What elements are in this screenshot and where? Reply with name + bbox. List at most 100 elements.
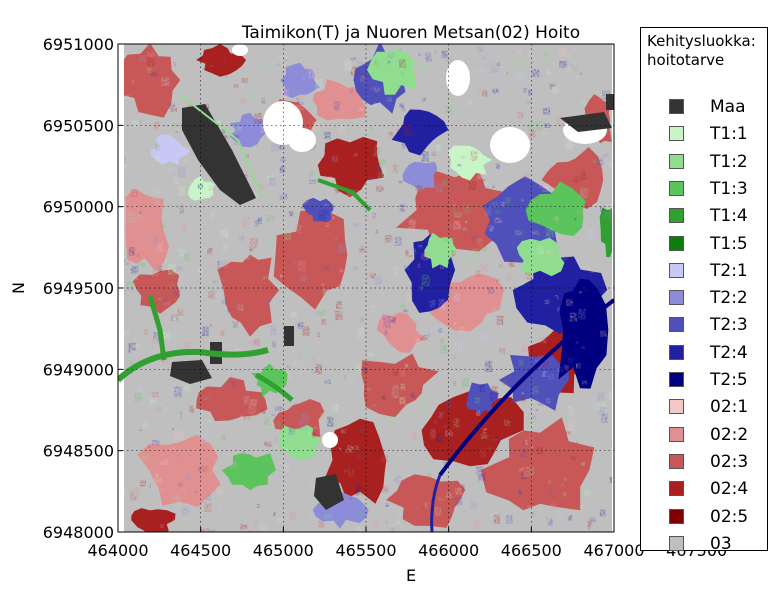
raster-patch	[498, 355, 569, 411]
raster-cell	[338, 124, 347, 134]
raster-cell	[427, 473, 432, 478]
raster-cell	[209, 211, 217, 219]
raster-cell	[279, 194, 288, 200]
raster-cell	[315, 311, 319, 315]
raster-cell	[240, 169, 249, 178]
raster-cell	[458, 379, 463, 384]
raster-cell	[148, 484, 151, 488]
raster-cell	[178, 455, 182, 458]
raster-cell	[595, 249, 599, 253]
legend-label: 02:5	[710, 506, 749, 527]
raster-cell	[491, 258, 499, 267]
raster-cell	[390, 317, 396, 323]
raster-cell	[461, 378, 469, 388]
raster-cell	[254, 112, 262, 124]
raster-patch	[150, 134, 191, 165]
raster-cell	[358, 107, 364, 112]
raster-cell	[480, 67, 486, 73]
raster-cell	[229, 461, 237, 469]
raster-cell	[521, 198, 524, 202]
raster-cell	[130, 490, 138, 501]
raster-cell	[609, 162, 614, 170]
raster-cell	[155, 144, 160, 152]
raster-cell	[449, 164, 452, 167]
raster-cell	[358, 248, 366, 253]
raster-cell	[523, 88, 527, 94]
legend-swatch	[669, 453, 684, 469]
raster-cell	[136, 386, 143, 395]
raster-cell	[276, 172, 280, 176]
raster-cell	[454, 340, 463, 351]
raster-cell	[470, 295, 477, 303]
raster-cell	[161, 358, 166, 362]
raster-cell	[411, 133, 415, 136]
raster-cell	[367, 387, 371, 391]
raster-cell	[396, 521, 401, 526]
raster-cell	[177, 483, 183, 487]
raster-cell	[334, 518, 337, 521]
raster-cell	[420, 335, 428, 341]
raster-cell	[174, 386, 182, 398]
raster-cell	[482, 341, 491, 349]
raster-cell	[481, 179, 486, 183]
raster-cell	[163, 484, 166, 487]
raster-cell	[399, 103, 405, 109]
raster-cell	[129, 360, 137, 367]
raster-cell	[223, 135, 229, 140]
raster-cell	[573, 96, 576, 99]
raster-cell	[553, 216, 559, 222]
raster-cell	[378, 173, 382, 179]
raster-cell	[503, 419, 511, 426]
raster-cell	[443, 236, 451, 244]
raster-cell	[416, 506, 419, 510]
raster-cell	[387, 60, 391, 65]
raster-cell	[506, 72, 509, 75]
raster-patch	[516, 237, 565, 277]
raster-cell	[134, 392, 142, 403]
raster-cell	[148, 398, 157, 404]
raster-cell	[337, 243, 346, 253]
raster-cell	[311, 431, 317, 438]
open-land	[182, 104, 256, 205]
raster-patch	[217, 254, 280, 337]
raster-cell	[370, 87, 375, 91]
legend-entry: T1:4	[669, 205, 765, 227]
raster-cell	[215, 434, 221, 440]
raster-cell	[453, 292, 460, 301]
raster-cell	[204, 103, 210, 110]
legend-label: T2:4	[710, 342, 748, 363]
raster-cell	[596, 157, 604, 166]
raster-cell	[148, 446, 151, 448]
raster-cell	[386, 97, 392, 102]
raster-cell	[496, 62, 500, 66]
raster-cell	[261, 97, 266, 104]
raster-cell	[297, 361, 303, 367]
raster-cell	[578, 308, 586, 320]
raster-cell	[152, 267, 160, 277]
raster-cell	[374, 86, 380, 93]
raster-cell	[349, 496, 352, 500]
raster-cell	[201, 326, 209, 337]
raster-cell	[218, 504, 222, 509]
raster-cell	[468, 100, 472, 106]
raster-cell	[573, 176, 580, 183]
raster-cell	[263, 341, 272, 354]
raster-cell	[376, 186, 384, 192]
raster-cell	[587, 214, 590, 218]
raster-cell	[399, 204, 405, 212]
raster-cell	[436, 183, 443, 193]
raster-cell	[447, 238, 455, 248]
raster-cell	[440, 264, 445, 270]
raster-cell	[600, 330, 607, 337]
raster-cell	[143, 421, 148, 429]
raster-cell	[397, 113, 401, 117]
raster-cell	[544, 299, 550, 305]
y-tick-label: 6951000	[43, 35, 114, 54]
raster-cell	[343, 469, 352, 475]
raster-cell	[236, 474, 239, 478]
raster-patch	[118, 44, 181, 118]
raster-cell	[408, 248, 417, 256]
raster-cell	[279, 165, 286, 173]
raster-cell	[155, 473, 159, 479]
raster-cell	[373, 123, 379, 131]
